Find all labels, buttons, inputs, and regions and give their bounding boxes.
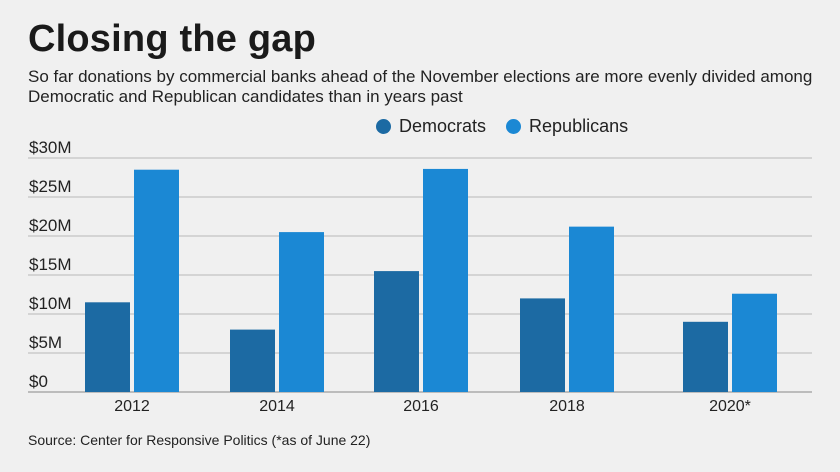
x-tick-label: 2014	[259, 398, 295, 415]
x-tick-label: 2020*	[709, 398, 751, 415]
bar-republicans-2018	[569, 226, 614, 392]
bar-chart: $0 $5M $10M $15M $20M $25M $30M 2012 2014 2016 201…	[28, 138, 812, 415]
y-tick-label: $25M	[29, 177, 72, 196]
bar-democrats-2020	[683, 321, 728, 392]
bar-democrats-2016	[374, 271, 419, 392]
bar-democrats-2012	[85, 302, 130, 392]
y-tick-label: $15M	[29, 255, 72, 274]
y-tick-label: $30M	[29, 138, 72, 157]
bar-democrats-2014	[230, 329, 275, 392]
legend-swatch-democrats	[376, 119, 391, 134]
bar-republicans-2014	[279, 232, 324, 392]
x-tick-label: 2016	[403, 398, 439, 415]
legend-label-democrats: Democrats	[399, 116, 487, 136]
legend: Democrats Republicans	[376, 116, 638, 137]
legend-item-democrats: Democrats	[376, 116, 486, 137]
source-note: Source: Center for Responsive Politics (…	[28, 432, 371, 448]
bar-democrats-2018	[520, 298, 565, 392]
bar-republicans-2012	[134, 169, 179, 392]
chart-title: Closing the gap	[28, 18, 316, 60]
y-tick-label: $10M	[29, 294, 72, 313]
y-tick-label: $0	[29, 372, 48, 391]
legend-label-republicans: Republicans	[529, 116, 629, 136]
bar-republicans-2016	[423, 168, 468, 392]
legend-swatch-republicans	[506, 119, 522, 134]
x-tick-label: 2012	[114, 398, 150, 415]
x-tick-label: 2018	[549, 398, 585, 415]
legend-item-republicans: Republicans	[506, 116, 628, 137]
y-tick-label: $20M	[29, 216, 72, 235]
y-tick-label: $5M	[29, 333, 62, 352]
chart-subtitle: So far donations by commercial banks ahe…	[28, 67, 813, 106]
bar-republicans-2020	[732, 293, 777, 392]
